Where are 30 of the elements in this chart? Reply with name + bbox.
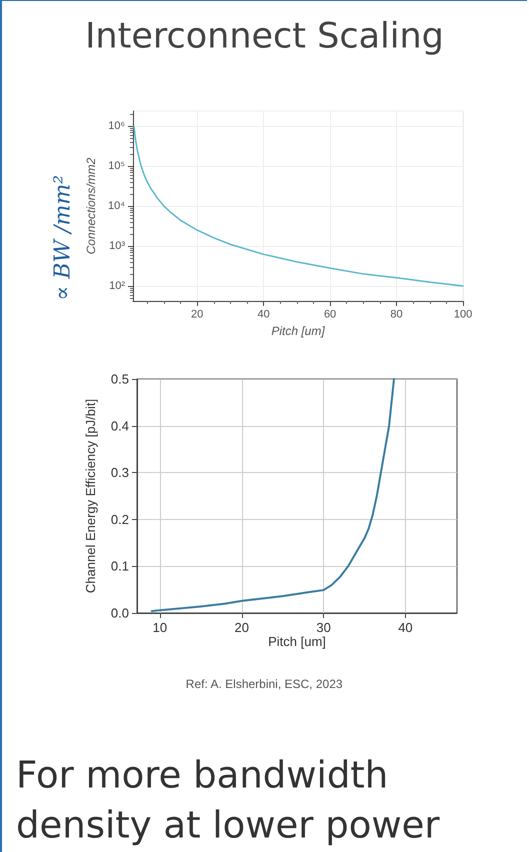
y-tick-label: 0.2 [110,512,129,527]
x-tick-label: 10 [152,620,168,635]
x-axis-title: Pitch [um] [271,324,326,338]
x-tick-label: 80 [390,308,403,320]
y-tick-label: 0.5 [110,372,129,386]
text: ∝ BW /mm² [50,175,76,301]
y-tick-label: 10⁶ [108,120,125,132]
line-series [133,125,464,287]
x-tick-label: 20 [191,308,204,320]
y-tick-label: 0.3 [110,465,129,480]
text: Ref: A. Elsherbini, ESC, 2023 [186,677,343,691]
y-tick-label: 0.1 [110,558,129,574]
y-tick-label: 10⁵ [108,160,125,172]
line-series [150,378,395,612]
text: For more bandwidth density at lower power [16,754,440,846]
x-tick-label: 20 [234,620,249,635]
x-tick-label: 100 [454,308,472,320]
x-tick-label: 40 [257,308,270,320]
chart-title: Interconnect Scaling [85,16,444,56]
y-tick-label: 10³ [109,240,126,252]
x-tick-label: 60 [324,308,336,320]
y-axis-title: Channel Energy Efficiency [pJ/bit] [83,398,98,594]
x-tick-label: 40 [398,620,413,635]
x-axis-title: Pitch [um] [268,634,326,649]
y-tick-label: 10⁴ [108,200,126,212]
y-axis-title: Connections/mm2 [84,157,98,254]
y-tick-label: 10² [109,280,126,292]
y-tick-label: 0.4 [110,418,129,434]
y-tick-label: 0.0 [110,606,129,620]
x-tick-label: 30 [316,620,331,635]
